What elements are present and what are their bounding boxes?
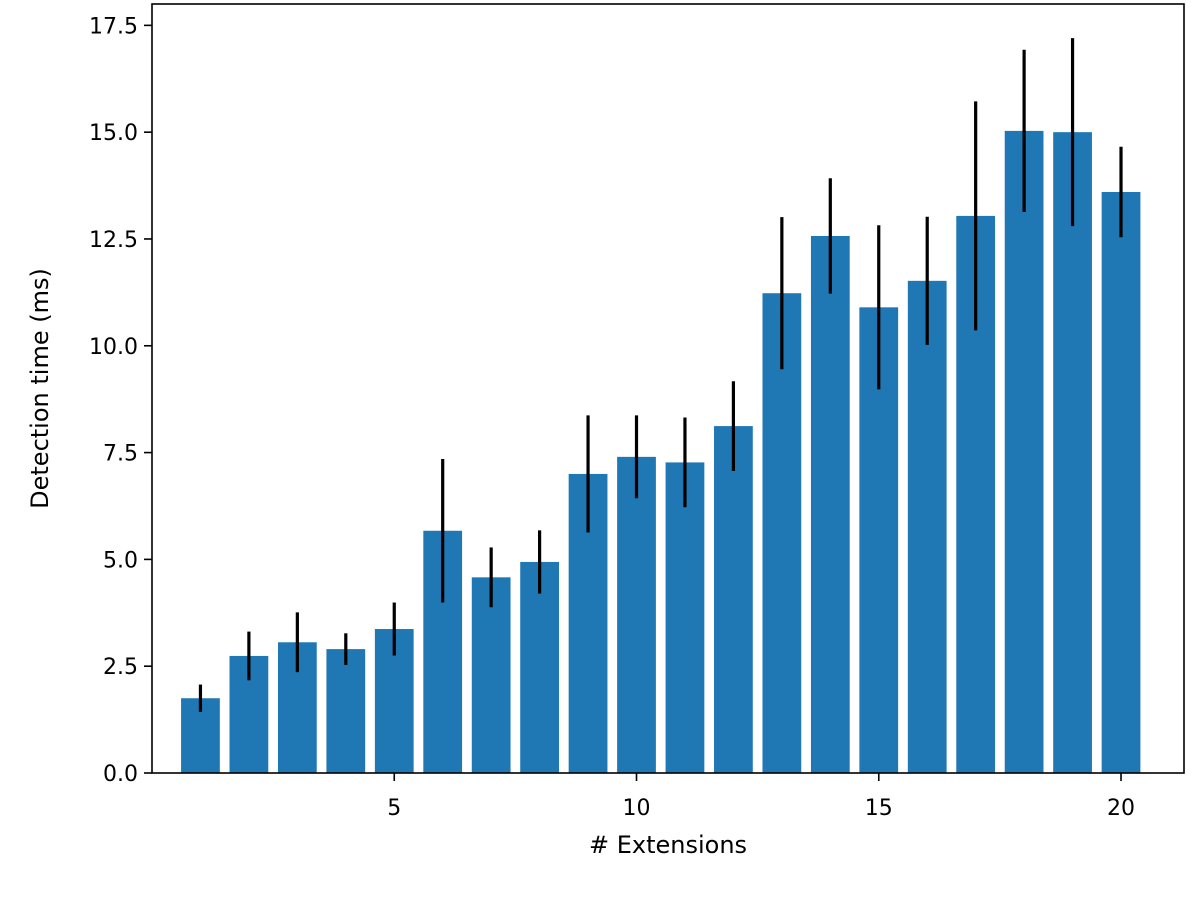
bar-19 [1053,132,1092,773]
bar-18 [1004,130,1044,773]
y-tick-label: 17.5 [89,14,138,39]
y-tick-label: 10.0 [89,335,138,360]
y-axis-label: Detection time (ms) [26,268,54,509]
error-bars-group [198,38,1123,712]
bar-11 [665,462,705,773]
y-tick-label: 2.5 [103,655,138,680]
bar-7 [471,577,511,773]
x-axis-ticks: 5 10 15 20 [387,773,1135,821]
x-axis-label: # Extensions [589,831,747,859]
bar-10 [617,456,656,773]
y-tick-label: 5.0 [103,548,138,573]
y-tick-label: 7.5 [103,442,138,467]
bars-group [181,130,1141,773]
y-tick-label: 15.0 [89,121,138,146]
bar-14 [810,235,850,773]
y-axis-ticks: 0.0 2.5 5.0 7.5 10.0 12.5 15.0 17.5 [89,14,152,787]
x-tick-label: 20 [1107,796,1135,821]
bar-8 [520,561,559,773]
bar-12 [714,426,753,773]
x-tick-label: 10 [623,796,651,821]
bar-20 [1101,191,1141,773]
y-tick-label: 12.5 [89,228,138,253]
bar-4 [326,649,366,773]
x-tick-label: 15 [865,796,893,821]
bar-16 [907,280,947,773]
y-tick-label: 0.0 [103,762,138,787]
bar-13 [762,293,802,773]
plot-frame [151,3,1185,774]
x-tick-label: 5 [387,796,401,821]
